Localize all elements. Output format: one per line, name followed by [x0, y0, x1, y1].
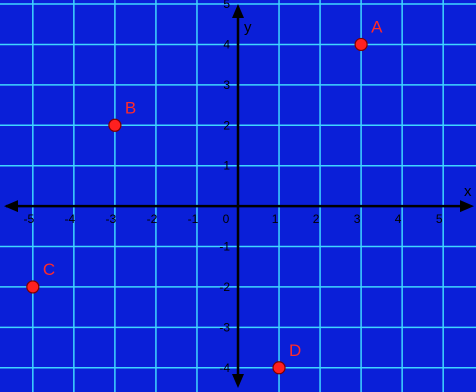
x-tick-label: 0	[223, 212, 230, 226]
y-axis-arrow-down	[232, 374, 244, 388]
y-tick-label: -1	[219, 240, 230, 254]
x-tick-label: -1	[188, 212, 199, 226]
data-point	[272, 361, 286, 375]
x-tick-label: -4	[65, 212, 76, 226]
x-tick-label: 4	[395, 212, 402, 226]
x-tick-label: 5	[436, 212, 443, 226]
tick-labels: -5 -4 -3 -2 -1 0 1 2 3 4 5 5 4 3 2 1 -1 -2 -3 -4	[23, 0, 442, 375]
data-point-label: A	[371, 17, 383, 36]
x-tick-label: -5	[23, 212, 34, 226]
x-tick-label: 1	[272, 212, 279, 226]
x-tick-label: 2	[313, 212, 320, 226]
data-point	[354, 37, 368, 52]
y-tick-label: 2	[223, 118, 230, 132]
data-point	[26, 280, 40, 294]
y-tick-label: 3	[223, 78, 230, 92]
x-tick-label: -3	[106, 212, 117, 226]
y-tick-label: 4	[223, 37, 230, 51]
y-axis-label: y	[244, 19, 252, 36]
data-point-label: D	[289, 341, 301, 360]
y-tick-label: -3	[219, 320, 230, 334]
x-axis-arrow-left	[4, 200, 18, 213]
data-point	[108, 118, 122, 132]
x-tick-label: -2	[147, 212, 158, 226]
data-point-label: B	[125, 98, 136, 117]
data-point-label: C	[43, 260, 55, 279]
y-tick-label: 5	[223, 0, 230, 11]
data-points: A B C D	[26, 17, 383, 375]
y-tick-label: -2	[219, 280, 230, 294]
x-axis-arrow-right	[460, 200, 474, 213]
y-axis-arrow-up	[232, 4, 244, 18]
y-tick-label: -4	[219, 361, 230, 375]
x-axis-label: x	[464, 183, 472, 200]
x-tick-label: 3	[354, 212, 361, 226]
axes: xy	[4, 4, 474, 388]
y-tick-label: 1	[223, 159, 230, 173]
